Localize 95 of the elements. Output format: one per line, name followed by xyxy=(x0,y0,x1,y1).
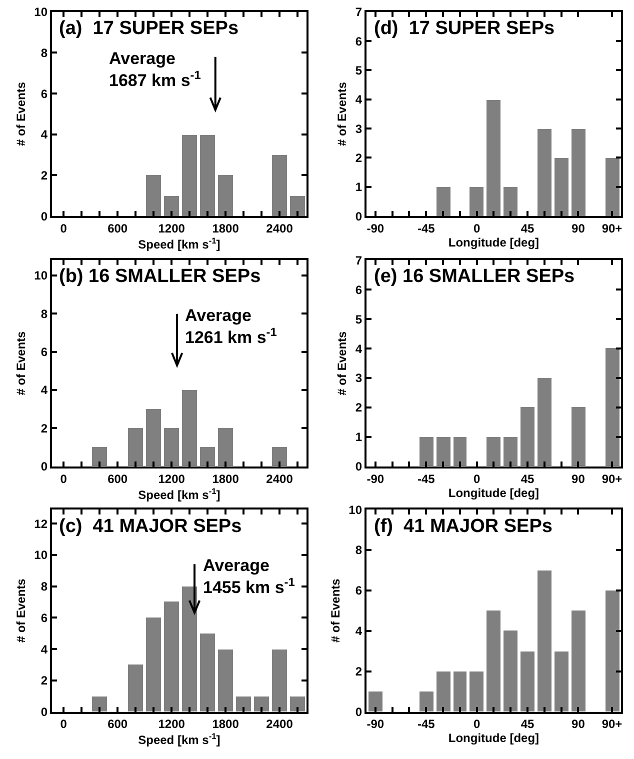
y-tick-label: 10 xyxy=(348,502,362,517)
y-tick-label: 8 xyxy=(40,306,48,321)
y-tick-label: 2 xyxy=(40,168,48,182)
x-axis-title: Speed [km s$^{-1}$] xyxy=(138,486,220,502)
ref-line-label: Average 1687 km s$^{-1}$ xyxy=(109,49,202,90)
y-axis-title: # of Events xyxy=(14,578,28,643)
y-tick-label: 3 xyxy=(355,122,362,136)
y-tick-label: 10 xyxy=(34,548,48,562)
y-tick-label: 6 xyxy=(40,610,48,625)
x-tick-label: 1200 xyxy=(158,221,186,236)
x-tick-label: 1200 xyxy=(158,717,186,732)
chart-title: (e) 16 SMALLER SEPs xyxy=(374,266,575,287)
x-tick-label: 600 xyxy=(108,717,128,732)
x-tick-label: 0 xyxy=(60,472,68,486)
ref-line-label: Average 1261 km s$^{-1}$ xyxy=(185,306,278,348)
x-tick-label: 0 xyxy=(473,221,480,236)
y-axis-title: # of Events xyxy=(335,330,350,396)
y-tick-label: 6 xyxy=(355,34,362,48)
x-tick-label: 0 xyxy=(60,717,68,732)
y-tick-label: 4 xyxy=(355,92,362,107)
x-tick-label: 45 xyxy=(520,717,535,732)
y-tick-label: 0 xyxy=(40,704,48,719)
x-tick-label: 0 xyxy=(473,472,480,486)
x-tick-label: 1800 xyxy=(212,221,240,236)
y-tick-label: 4 xyxy=(355,342,362,356)
y-tick-label: 4 xyxy=(355,624,362,638)
y-tick-label: 2 xyxy=(40,674,48,688)
y-tick-label: 6 xyxy=(40,86,48,101)
y-axis-title: # of Events xyxy=(335,82,350,146)
y-tick-label: 3 xyxy=(355,371,362,386)
y-tick-label: 10 xyxy=(34,5,48,20)
y-axis-title: # of Events xyxy=(14,330,28,396)
x-tick-label: 2400 xyxy=(266,717,294,732)
y-tick-label: 2 xyxy=(355,664,362,679)
x-tick-label: -90 xyxy=(366,221,384,236)
x-axis-title: Longitude [deg] xyxy=(448,235,540,250)
x-axis-title: Speed [km s$^{-1}$] xyxy=(138,235,220,252)
y-tick-label: 10 xyxy=(34,268,48,283)
y-tick-label: 1 xyxy=(355,180,362,194)
chart-title: (f) 41 MAJOR SEPs xyxy=(374,516,552,537)
y-tick-label: 0 xyxy=(355,209,362,224)
y-tick-label: 5 xyxy=(355,312,362,326)
x-tick-label: -90 xyxy=(366,472,384,486)
y-axis-title: # of Events xyxy=(14,82,28,146)
x-tick-label: 1200 xyxy=(158,472,186,486)
y-tick-label: 7 xyxy=(355,5,362,20)
x-axis-title: Longitude [deg] xyxy=(448,731,540,746)
y-tick-label: 8 xyxy=(40,580,48,594)
y-tick-label: 2 xyxy=(355,150,362,165)
y-tick-label: 4 xyxy=(40,642,48,656)
x-axis-title: Speed [km s$^{-1}$] xyxy=(138,731,220,748)
x-tick-label: -45 xyxy=(417,717,436,732)
x-tick-label: 0 xyxy=(60,221,68,236)
y-tick-label: 0 xyxy=(40,209,48,224)
x-tick-label: 600 xyxy=(108,221,128,236)
x-tick-label: 2400 xyxy=(266,472,294,486)
x-tick-label: 1800 xyxy=(212,717,240,732)
y-tick-label: 6 xyxy=(40,345,48,360)
chart-title: (a) 17 SUPER SEPs xyxy=(59,18,239,39)
x-tick-label: 90+ xyxy=(602,472,622,486)
x-axis-title: Longitude [deg] xyxy=(448,486,540,500)
y-tick-label: 0 xyxy=(355,704,362,719)
x-tick-label: 90 xyxy=(572,717,586,732)
x-tick-label: 45 xyxy=(520,472,535,486)
x-tick-label: -45 xyxy=(417,221,436,236)
ref-line-label: Average 1455 km s$^{-1}$ xyxy=(203,556,296,598)
y-tick-label: 5 xyxy=(355,63,362,78)
x-tick-label: -90 xyxy=(366,717,384,732)
x-tick-label: 1800 xyxy=(212,472,240,486)
chart-title: (c) 41 MAJOR SEPs xyxy=(59,516,242,537)
y-tick-label: 4 xyxy=(40,128,48,142)
y-tick-label: 2 xyxy=(40,421,48,436)
y-tick-label: 8 xyxy=(40,46,48,60)
x-tick-label: -45 xyxy=(417,472,436,486)
x-tick-label: 600 xyxy=(108,472,128,486)
y-tick-label: 4 xyxy=(40,383,48,398)
x-tick-label: 90+ xyxy=(602,221,622,236)
x-tick-label: 0 xyxy=(473,717,480,732)
y-tick-label: 1 xyxy=(355,430,362,444)
x-tick-label: 90 xyxy=(572,472,586,486)
y-tick-label: 0 xyxy=(355,460,362,474)
y-tick-label: 12 xyxy=(34,516,48,531)
y-tick-label: 8 xyxy=(355,543,362,558)
x-tick-label: 45 xyxy=(520,221,535,236)
chart-title: (d) 17 SUPER SEPs xyxy=(374,18,555,39)
chart-title: (b) 16 SMALLER SEPs xyxy=(59,266,261,287)
x-tick-label: 90+ xyxy=(602,717,622,732)
y-tick-label: 2 xyxy=(355,400,362,415)
x-tick-label: 90 xyxy=(572,221,586,236)
y-tick-label: 6 xyxy=(355,282,362,297)
y-axis-title: # of Events xyxy=(328,578,342,643)
y-tick-label: 6 xyxy=(355,584,362,598)
y-tick-label: 7 xyxy=(355,253,362,268)
y-tick-label: 0 xyxy=(40,460,48,474)
x-tick-label: 2400 xyxy=(266,221,294,236)
